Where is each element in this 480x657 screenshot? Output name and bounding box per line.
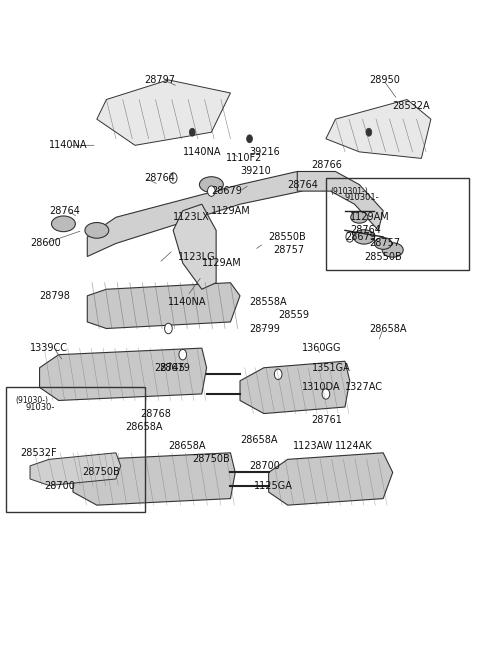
Text: 28950: 28950 <box>369 75 400 85</box>
Text: 28764: 28764 <box>350 225 381 235</box>
Text: 28757: 28757 <box>369 238 400 248</box>
Text: 1129AM: 1129AM <box>202 258 241 268</box>
Polygon shape <box>297 171 383 231</box>
Polygon shape <box>173 204 216 289</box>
Text: 28757: 28757 <box>274 245 304 255</box>
Text: 1310DA: 1310DA <box>302 382 341 392</box>
Text: 28558A: 28558A <box>250 298 287 307</box>
Text: 28745: 28745 <box>154 363 185 373</box>
Text: 28679: 28679 <box>345 232 376 242</box>
Circle shape <box>275 369 282 380</box>
Text: 28750B: 28750B <box>192 455 230 464</box>
Text: 1351GA: 1351GA <box>312 363 350 373</box>
Text: 28797: 28797 <box>144 75 176 85</box>
Text: 28750B: 28750B <box>83 467 120 478</box>
Polygon shape <box>87 283 240 328</box>
Text: 1110F2: 1110F2 <box>226 153 262 164</box>
Circle shape <box>322 389 330 399</box>
Ellipse shape <box>199 177 223 193</box>
Circle shape <box>247 135 252 143</box>
Text: 1140NA: 1140NA <box>49 141 88 150</box>
Text: 1125GA: 1125GA <box>254 480 293 491</box>
Ellipse shape <box>354 230 374 244</box>
Text: 1123LX: 1123LX <box>173 212 210 222</box>
Text: 1123LG: 1123LG <box>178 252 216 261</box>
Text: 28764: 28764 <box>144 173 175 183</box>
Text: 28764: 28764 <box>49 206 80 215</box>
Circle shape <box>207 186 215 196</box>
Text: 1360GG: 1360GG <box>302 343 342 353</box>
Text: 1140NA: 1140NA <box>183 147 221 157</box>
Text: 28679: 28679 <box>159 363 190 373</box>
Polygon shape <box>39 348 206 401</box>
Text: 1327AC: 1327AC <box>345 382 383 392</box>
Text: 28550B: 28550B <box>269 232 306 242</box>
Text: 1123AW: 1123AW <box>292 442 333 451</box>
Text: 28768: 28768 <box>140 409 171 419</box>
Text: 28600: 28600 <box>30 238 61 248</box>
Text: 28550B: 28550B <box>364 252 402 261</box>
Circle shape <box>366 128 372 136</box>
Text: 28798: 28798 <box>39 291 71 301</box>
Text: (910301-): (910301-) <box>331 187 369 196</box>
Text: 910301-: 910301- <box>345 193 380 202</box>
Ellipse shape <box>382 243 403 257</box>
Text: 91030-: 91030- <box>25 403 55 411</box>
Text: 28766: 28766 <box>312 160 342 170</box>
Polygon shape <box>97 80 230 145</box>
Text: 28679: 28679 <box>211 186 242 196</box>
Circle shape <box>169 173 177 183</box>
Text: 1339CC: 1339CC <box>30 343 68 353</box>
Ellipse shape <box>51 216 75 232</box>
Text: 28532F: 28532F <box>21 448 57 458</box>
Text: 28559: 28559 <box>278 310 309 321</box>
Text: 1129AM: 1129AM <box>350 212 389 222</box>
Text: 28700: 28700 <box>250 461 280 471</box>
Text: 28799: 28799 <box>250 323 280 334</box>
Polygon shape <box>240 361 350 413</box>
Text: (91030-): (91030-) <box>16 396 48 405</box>
Polygon shape <box>269 453 393 505</box>
Polygon shape <box>73 453 235 505</box>
Text: 28658A: 28658A <box>168 442 206 451</box>
Circle shape <box>179 350 187 360</box>
Ellipse shape <box>85 223 109 238</box>
Text: 1140NA: 1140NA <box>168 298 207 307</box>
Text: 28658A: 28658A <box>240 435 277 445</box>
Circle shape <box>190 128 195 136</box>
Polygon shape <box>87 171 302 256</box>
Text: 28761: 28761 <box>312 415 342 425</box>
Text: 1124AK: 1124AK <box>336 442 373 451</box>
Polygon shape <box>326 99 431 158</box>
Circle shape <box>165 323 172 334</box>
Text: 39216: 39216 <box>250 147 280 157</box>
Text: 28532A: 28532A <box>393 101 431 111</box>
Text: 28658A: 28658A <box>125 422 163 432</box>
Polygon shape <box>30 453 120 486</box>
Circle shape <box>346 232 354 242</box>
Text: 1129AM: 1129AM <box>211 206 251 215</box>
Text: 39210: 39210 <box>240 166 271 177</box>
Text: 28700: 28700 <box>44 480 75 491</box>
Ellipse shape <box>374 238 392 250</box>
Text: 28658A: 28658A <box>369 323 407 334</box>
Text: 28764: 28764 <box>288 179 319 190</box>
Ellipse shape <box>351 212 368 223</box>
